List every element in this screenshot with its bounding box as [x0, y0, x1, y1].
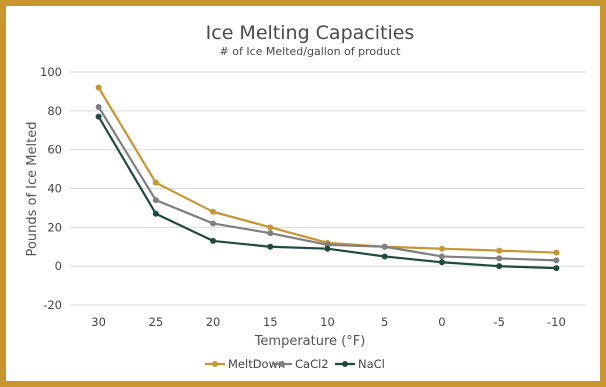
legend-label-meltdown: MeltDown — [228, 357, 285, 371]
y-tick-label: 100 — [40, 65, 62, 79]
y-axis-ticks: -20 0 20 40 60 80 100 — [40, 65, 62, 312]
data-point-nacl — [152, 210, 159, 217]
data-point-meltdown — [95, 84, 102, 91]
y-tick-label: 40 — [47, 182, 62, 196]
data-point-cacl2 — [210, 220, 217, 227]
x-tick-label: 15 — [263, 315, 278, 329]
data-point-nacl — [438, 259, 445, 266]
data-point-nacl — [267, 243, 274, 250]
series-line-cacl2 — [97, 106, 557, 262]
data-point-meltdown — [438, 245, 445, 252]
y-tick-label: -20 — [43, 298, 62, 312]
data-point-meltdown — [496, 247, 503, 254]
x-tick-label: 0 — [438, 315, 445, 329]
series-lines — [95, 84, 560, 272]
y-axis-label: Pounds of Ice Melted — [25, 122, 40, 257]
legend-marker-cacl2 — [279, 361, 285, 367]
chart-title: Ice Melting Capacities — [206, 22, 415, 44]
x-tick-label: 20 — [206, 315, 221, 329]
x-tick-label: -10 — [547, 315, 566, 329]
data-point-cacl2 — [152, 197, 159, 204]
data-point-meltdown — [267, 224, 274, 231]
data-point-nacl — [95, 113, 102, 120]
legend-marker-nacl — [342, 361, 348, 367]
data-point-nacl — [553, 265, 560, 272]
data-point-cacl2 — [381, 243, 388, 250]
legend-label-cacl2: CaCl2 — [295, 357, 329, 371]
y-tick-label: 0 — [55, 259, 62, 273]
x-tick-label: -5 — [493, 315, 504, 329]
x-tick-label: 5 — [381, 315, 388, 329]
data-point-cacl2 — [267, 230, 274, 237]
data-point-meltdown — [210, 208, 217, 215]
x-axis-label: Temperature (°F) — [254, 334, 366, 349]
data-point-cacl2 — [95, 103, 102, 110]
data-point-nacl — [210, 237, 217, 244]
data-point-nacl — [496, 263, 503, 270]
data-point-cacl2 — [496, 255, 503, 262]
data-point-meltdown — [152, 179, 159, 186]
legend-label-nacl: NaCl — [358, 357, 385, 371]
y-tick-label: 20 — [47, 220, 62, 234]
data-point-cacl2 — [553, 257, 560, 264]
y-tick-label: 60 — [47, 143, 62, 157]
legend: MeltDown CaCl2 NaCl — [205, 357, 385, 371]
data-point-cacl2 — [438, 253, 445, 260]
y-tick-label: 80 — [47, 104, 62, 118]
data-point-meltdown — [553, 249, 560, 256]
x-tick-label: 30 — [91, 315, 106, 329]
chart-subtitle: # of Ice Melted/gallon of product — [220, 45, 402, 58]
x-tick-label: 25 — [149, 315, 164, 329]
data-point-nacl — [381, 253, 388, 260]
x-tick-label: 10 — [320, 315, 335, 329]
legend-marker-meltdown — [212, 361, 218, 367]
gridlines — [70, 71, 585, 306]
data-point-nacl — [324, 245, 331, 252]
x-axis-ticks: 30 25 20 15 10 5 0 -5 -10 — [91, 315, 565, 329]
